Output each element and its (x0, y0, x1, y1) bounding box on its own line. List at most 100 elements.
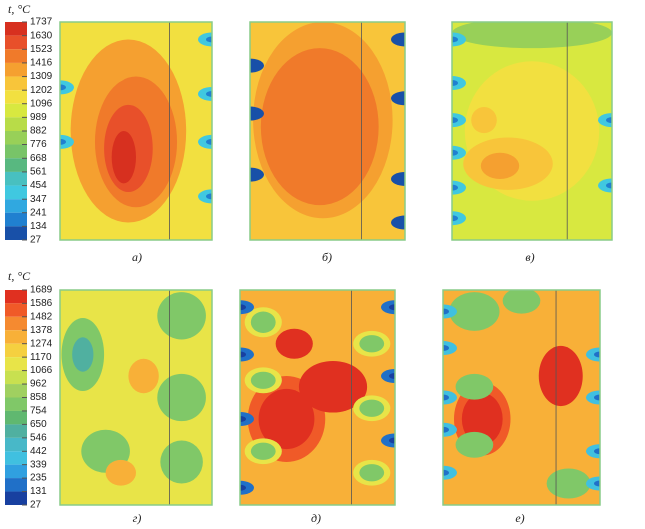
colorbar-tick-label: 1586 (30, 298, 53, 309)
jet (381, 300, 395, 315)
colorbar-tick-label: 1523 (30, 44, 53, 55)
field-region (250, 311, 276, 333)
jet (443, 304, 457, 319)
colorbar-band (5, 212, 27, 227)
colorbar-tick-label: 1378 (30, 325, 53, 336)
field-region (250, 371, 276, 389)
colorbar-band (5, 478, 27, 492)
jet (240, 347, 254, 362)
jet (443, 422, 457, 437)
field-region (455, 431, 494, 458)
colorbar-tick-label: 442 (30, 446, 47, 457)
panel-label: в) (525, 250, 534, 264)
colorbar-tick-label: 27 (30, 500, 42, 511)
colorbar-tick-label: 754 (30, 406, 47, 417)
field-region (160, 440, 203, 484)
colorbar-band (5, 451, 27, 465)
field-region (111, 131, 136, 184)
contour-panel (239, 289, 396, 506)
jet (443, 465, 457, 480)
jet-core (60, 84, 66, 91)
field-region (128, 358, 159, 394)
colorbar-band (5, 49, 27, 63)
jet-core (594, 394, 600, 401)
field-region (250, 442, 276, 460)
jet-core (594, 448, 600, 455)
jet (391, 171, 405, 186)
colorbar-band (5, 35, 27, 50)
colorbar-band (5, 437, 27, 452)
jet (452, 145, 466, 160)
jet (60, 134, 74, 149)
jet-core (443, 308, 449, 315)
colorbar-band (5, 303, 27, 317)
jet-core (250, 171, 256, 178)
panel-label: д) (311, 511, 321, 525)
contour-panel (451, 21, 613, 241)
jet-core (443, 345, 449, 352)
jet-core (594, 480, 600, 487)
field (443, 290, 600, 505)
colorbar-band (5, 158, 27, 172)
field-region (157, 292, 206, 340)
colorbar-tick-label: 962 (30, 379, 47, 390)
field-region (260, 48, 379, 206)
jet (598, 178, 612, 193)
field-region (105, 459, 136, 486)
jet-core (250, 110, 256, 117)
field-region (538, 345, 583, 407)
jet (250, 167, 264, 182)
colorbar-band (5, 144, 27, 159)
colorbar-band (5, 117, 27, 131)
colorbar-tick-label: 668 (30, 153, 47, 164)
colorbar-band (5, 199, 27, 213)
jet (391, 32, 405, 47)
jet (250, 58, 264, 73)
jet (443, 341, 457, 356)
contour-panel (59, 21, 213, 241)
jet-core (206, 36, 212, 43)
field (60, 22, 212, 240)
jet-core (240, 304, 246, 311)
panel-label: е) (515, 511, 524, 525)
jet (452, 32, 466, 47)
colorbar-tick-label: 1416 (30, 58, 53, 69)
field-region (258, 388, 315, 450)
colorbar-tick-label: 1737 (30, 17, 53, 28)
jet-core (206, 193, 212, 200)
jet-core (389, 437, 395, 444)
colorbar-band (5, 491, 27, 505)
field (60, 290, 212, 505)
jet (381, 369, 395, 383)
jet (381, 433, 395, 448)
colorbar-tick-label: 561 (30, 167, 47, 178)
jet-core (606, 182, 612, 189)
colorbar-band (5, 171, 27, 186)
jet-core (399, 175, 405, 182)
colorbar-band (5, 424, 27, 438)
colorbar-band (5, 384, 27, 398)
field (250, 22, 405, 240)
jet (443, 390, 457, 405)
jet-core (452, 215, 458, 222)
colorbar-band (5, 62, 27, 77)
colorbar-band (5, 464, 27, 479)
jet-core (60, 138, 66, 145)
jet (586, 347, 600, 362)
field-region (452, 22, 612, 49)
field-region (480, 152, 520, 179)
field-region (275, 328, 313, 359)
jet-core (594, 351, 600, 358)
jet-core (240, 416, 246, 422)
colorbar-tick-label: 235 (30, 473, 47, 484)
field-region (461, 393, 503, 445)
colorbar-tick-label: 131 (30, 486, 47, 497)
jet-core (399, 36, 405, 43)
jet-core (443, 426, 449, 433)
field (240, 290, 395, 505)
colorbar-band (5, 22, 27, 36)
field-region (298, 360, 368, 413)
colorbar-tick-label: 454 (30, 180, 47, 191)
panel-border (239, 289, 396, 506)
colorbar-tick-label: 1482 (30, 311, 53, 322)
